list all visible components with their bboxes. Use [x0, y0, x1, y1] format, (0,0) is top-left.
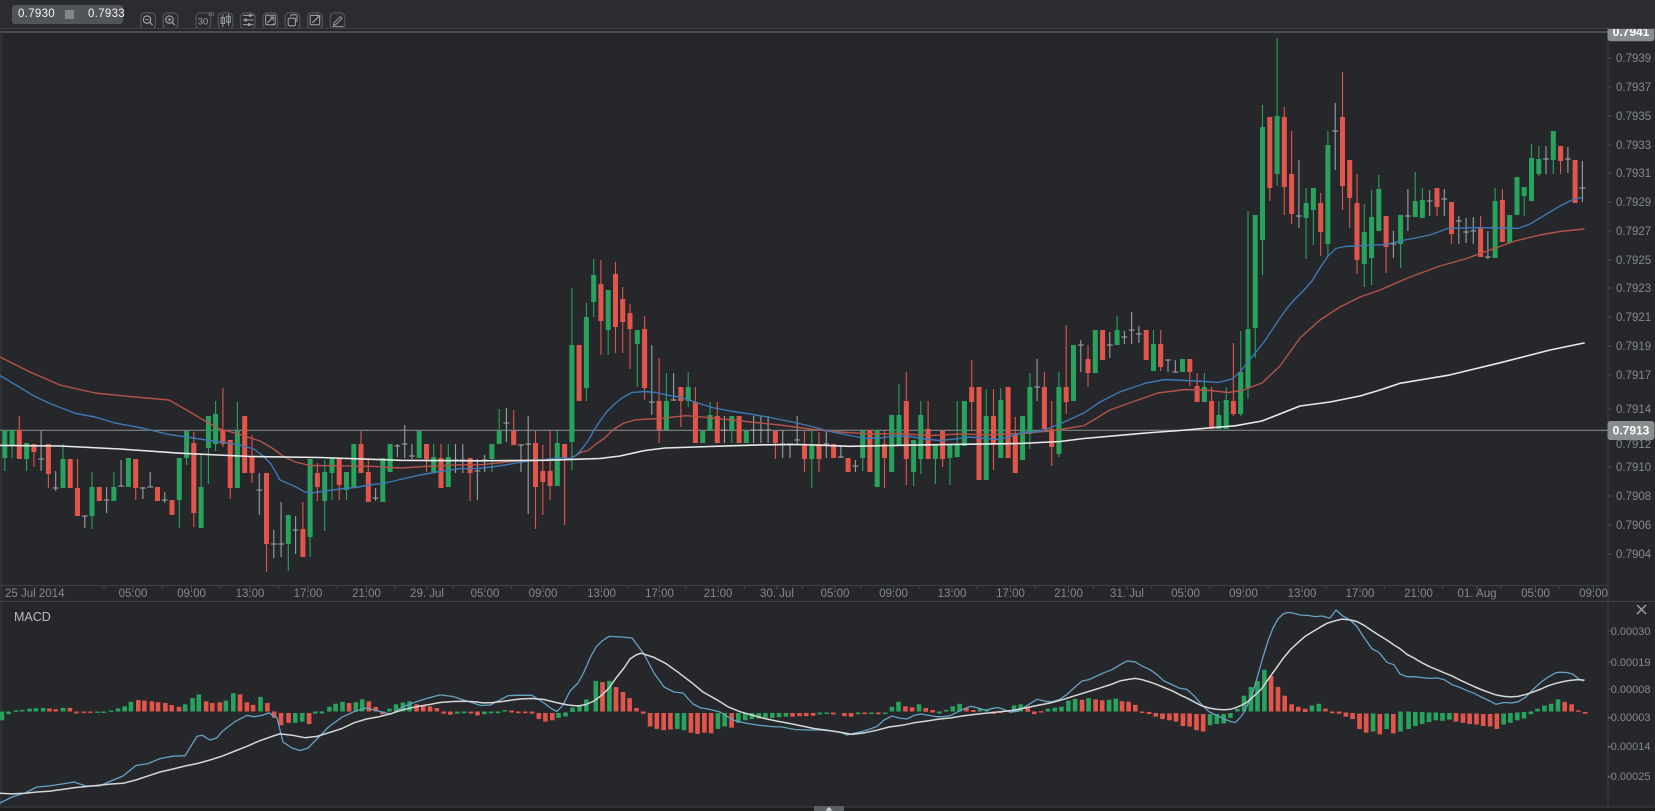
- svg-text:17:00: 17:00: [996, 588, 1025, 600]
- svg-text:0.7912: 0.7912: [1616, 439, 1651, 451]
- svg-text:0.7933: 0.7933: [1616, 140, 1651, 152]
- svg-text:17:00: 17:00: [1346, 588, 1375, 600]
- svg-text:17:00: 17:00: [294, 588, 323, 600]
- svg-text:13:00: 13:00: [1288, 588, 1317, 600]
- svg-text:0.7906: 0.7906: [1616, 520, 1651, 532]
- svg-text:0.7917: 0.7917: [1616, 370, 1651, 382]
- svg-text:29. Jul: 29. Jul: [410, 588, 444, 600]
- svg-text:21:00: 21:00: [1404, 588, 1433, 600]
- svg-text:MACD: MACD: [14, 610, 51, 624]
- svg-text:-0.00003: -0.00003: [1607, 712, 1650, 724]
- svg-text:13:00: 13:00: [236, 588, 265, 600]
- svg-text:31. Jul: 31. Jul: [1110, 588, 1144, 600]
- svg-text:0.7929: 0.7929: [1616, 197, 1651, 209]
- svg-text:09:00: 09:00: [177, 588, 206, 600]
- svg-text:21:00: 21:00: [1054, 588, 1083, 600]
- svg-text:09:00: 09:00: [1229, 588, 1258, 600]
- svg-text:0.00019: 0.00019: [1611, 657, 1651, 669]
- svg-text:21:00: 21:00: [352, 588, 381, 600]
- svg-text:0.7923: 0.7923: [1616, 283, 1651, 295]
- svg-text:0.7919: 0.7919: [1616, 341, 1651, 353]
- svg-text:05:00: 05:00: [119, 588, 148, 600]
- svg-text:13:00: 13:00: [587, 588, 616, 600]
- svg-text:0.00030: 0.00030: [1611, 626, 1651, 638]
- svg-text:0.7908: 0.7908: [1616, 491, 1651, 503]
- svg-text:21:00: 21:00: [704, 588, 733, 600]
- svg-text:05:00: 05:00: [821, 588, 850, 600]
- svg-text:-0.00025: -0.00025: [1607, 771, 1650, 783]
- svg-text:0.00008: 0.00008: [1611, 684, 1651, 696]
- svg-text:0.7937: 0.7937: [1616, 82, 1651, 94]
- svg-text:01. Aug: 01. Aug: [1457, 588, 1496, 600]
- svg-text:25 Jul 2014: 25 Jul 2014: [5, 588, 65, 600]
- svg-text:0.7931: 0.7931: [1616, 168, 1651, 180]
- svg-text:05:00: 05:00: [1171, 588, 1200, 600]
- svg-text:0.7904: 0.7904: [1616, 549, 1652, 561]
- svg-text:-0.00014: -0.00014: [1607, 741, 1650, 753]
- svg-text:0.7913: 0.7913: [1613, 424, 1650, 438]
- svg-text:30. Jul: 30. Jul: [760, 588, 794, 600]
- svg-text:0.7914: 0.7914: [1616, 404, 1652, 416]
- svg-text:m: m: [209, 11, 214, 18]
- svg-text:13:00: 13:00: [938, 588, 967, 600]
- svg-text:0.7927: 0.7927: [1616, 226, 1651, 238]
- svg-text:0.7910: 0.7910: [1616, 462, 1651, 474]
- svg-text:09:00: 09:00: [1579, 588, 1608, 600]
- svg-text:05:00: 05:00: [471, 588, 500, 600]
- svg-text:17:00: 17:00: [645, 588, 674, 600]
- svg-text:09:00: 09:00: [529, 588, 558, 600]
- svg-text:0.7921: 0.7921: [1616, 312, 1651, 324]
- svg-text:05:00: 05:00: [1521, 588, 1550, 600]
- svg-text:0.7935: 0.7935: [1616, 111, 1651, 123]
- svg-text:0.7925: 0.7925: [1616, 255, 1651, 267]
- svg-text:30: 30: [198, 17, 209, 28]
- svg-text:09:00: 09:00: [879, 588, 908, 600]
- svg-text:0.7939: 0.7939: [1616, 53, 1651, 65]
